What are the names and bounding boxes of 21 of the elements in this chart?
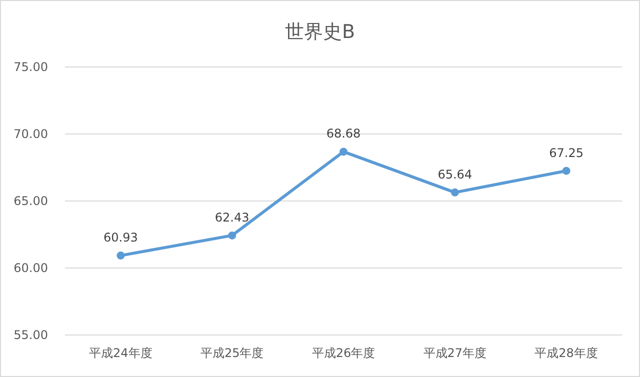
point	[562, 166, 570, 175]
x-tick-label: 平成26年度	[312, 346, 376, 360]
point	[450, 188, 459, 196]
x-tick-label: 平成25年度	[200, 346, 264, 360]
chart-title: 世界史B	[284, 21, 356, 43]
data-label: 67.25	[549, 146, 584, 160]
y-tick-label: 75.00	[14, 60, 48, 74]
data-label: 62.43	[214, 210, 250, 224]
point	[228, 231, 236, 240]
point	[116, 252, 125, 260]
x-tick-label: 平成27年度	[423, 346, 487, 360]
point	[340, 148, 348, 156]
x-tick-label: 平成28年度	[534, 346, 598, 360]
data-label: 68.68	[326, 126, 361, 141]
y-tick-label: 60.00	[14, 261, 48, 275]
y-tick-label: 55.00	[14, 328, 48, 342]
data-label: 60.93	[104, 230, 138, 245]
y-tick-label: 65.00	[14, 194, 48, 208]
x-tick-label: 平成24年度	[89, 346, 152, 360]
y-tick-label: 70.00	[14, 127, 48, 141]
data-label: 65.64	[438, 167, 472, 182]
